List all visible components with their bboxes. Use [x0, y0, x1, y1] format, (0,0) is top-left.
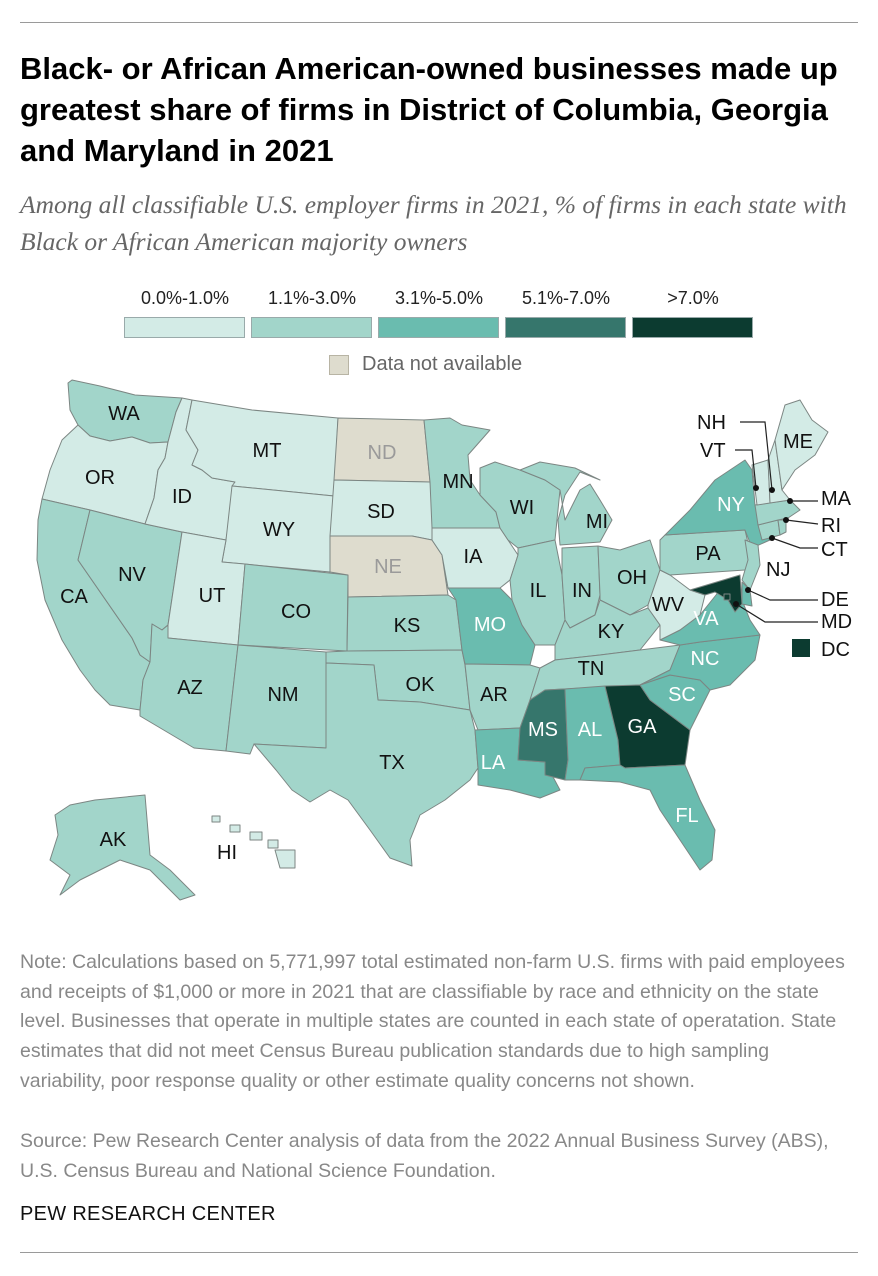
label-AL: AL [578, 719, 602, 741]
label-KY: KY [598, 621, 625, 643]
state-NC[interactable] [639, 634, 761, 691]
callout-labels: NH VT ME MA RI CT NJ DE MD DC [697, 412, 852, 661]
us-choropleth-map: WA OR CA NV ID MT WY UT AZ CO NM ND SD N… [36, 379, 852, 901]
state-MS[interactable] [517, 688, 569, 781]
label-IN: IN [572, 580, 592, 602]
label-VA: VA [693, 608, 719, 630]
top-rule [20, 22, 858, 23]
state-AK[interactable] [49, 794, 196, 901]
label-RI: RI [821, 515, 841, 537]
bottom-rule [20, 1252, 858, 1253]
label-CA: CA [60, 586, 88, 608]
label-NH: NH [697, 412, 726, 434]
label-ID: ID [172, 486, 192, 508]
label-MO: MO [474, 614, 506, 636]
label-VT: VT [700, 440, 726, 462]
label-ME: ME [783, 431, 813, 453]
label-NV: NV [118, 564, 146, 586]
brand-logo-text: PEW RESEARCH CENTER [20, 1203, 276, 1225]
label-LA: LA [481, 752, 506, 774]
state-MO[interactable] [447, 587, 536, 666]
label-NJ: NJ [766, 559, 790, 581]
label-MI: MI [586, 511, 608, 533]
label-MS: MS [528, 719, 558, 741]
label-CT: CT [821, 539, 848, 561]
legend-label-1: 0.0%-1.0% [140, 288, 230, 308]
state-MT[interactable] [185, 399, 339, 497]
label-TN: TN [578, 658, 605, 680]
label-WV: WV [652, 594, 685, 616]
state-TX[interactable] [253, 662, 479, 867]
callout-dots [733, 485, 793, 607]
state-IL[interactable] [509, 539, 566, 646]
label-WY: WY [263, 519, 295, 541]
label-WA: WA [108, 403, 140, 425]
label-MN: MN [442, 471, 473, 493]
legend-label-3: 3.1%-5.0% [394, 288, 484, 308]
state-labels: WA OR CA NV ID MT WY UT AZ CO NM ND SD N… [60, 403, 745, 864]
label-GA: GA [628, 716, 658, 738]
label-DC: DC [821, 639, 850, 661]
label-DE: DE [821, 589, 849, 611]
label-UT: UT [199, 585, 226, 607]
label-OR: OR [85, 467, 115, 489]
legend-label-5: >7.0% [667, 288, 719, 308]
legend-swatch-1 [124, 317, 245, 338]
label-KS: KS [394, 615, 421, 637]
legend-label-4: 5.1%-7.0% [521, 288, 611, 308]
legend-label-2: 1.1%-3.0% [267, 288, 357, 308]
label-OK: OK [406, 674, 436, 696]
chart-subtitle: Among all classifiable U.S. employer fir… [20, 190, 847, 256]
label-IA: IA [464, 546, 484, 568]
label-SD: SD [367, 501, 395, 523]
chart-title: Black- or African American-owned busines… [20, 51, 838, 168]
legend-swatch-3 [378, 317, 499, 338]
legend-swatch-2 [251, 317, 372, 338]
legend-swatch-5 [632, 317, 753, 338]
state-FL[interactable] [579, 764, 716, 871]
state-HI[interactable] [211, 815, 296, 869]
chart-note: Note: Calculations based on 5,771,997 to… [20, 951, 845, 1092]
label-SC: SC [668, 684, 696, 706]
dc-callout-swatch [792, 639, 810, 657]
label-HI: HI [217, 842, 237, 864]
chart-source: Source: Pew Research Center analysis of … [20, 1130, 829, 1182]
label-FL: FL [675, 805, 698, 827]
label-NC: NC [691, 648, 720, 670]
label-MA: MA [821, 488, 852, 510]
label-MD: MD [821, 611, 852, 633]
state-MI[interactable] [519, 461, 613, 546]
label-MT: MT [253, 440, 282, 462]
label-AZ: AZ [177, 677, 203, 699]
label-AR: AR [480, 684, 508, 706]
label-PA: PA [695, 543, 721, 565]
state-MD[interactable] [689, 574, 743, 613]
legend-na-swatch [329, 355, 349, 375]
label-IL: IL [530, 580, 547, 602]
state-ME[interactable] [774, 399, 829, 491]
label-AK: AK [100, 829, 127, 851]
label-NE: NE [374, 556, 402, 578]
label-CO: CO [281, 601, 311, 623]
legend-na-label: Data not available [362, 353, 523, 375]
label-ND: ND [368, 442, 397, 464]
label-WI: WI [510, 497, 534, 519]
callout-leaders [735, 421, 819, 623]
label-NY: NY [717, 494, 745, 516]
label-OH: OH [617, 567, 647, 589]
state-DC[interactable] [723, 593, 731, 601]
label-TX: TX [379, 752, 405, 774]
state-MN[interactable] [423, 417, 501, 529]
label-NM: NM [267, 684, 298, 706]
legend-swatch-4 [505, 317, 626, 338]
